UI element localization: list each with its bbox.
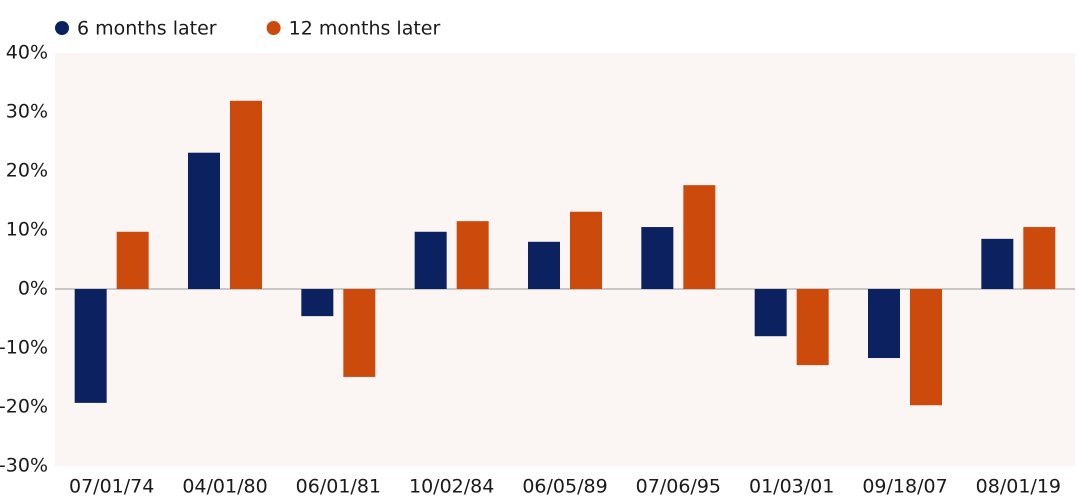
legend-swatch [55,21,69,35]
x-tick-label: 10/02/84 [409,476,494,498]
y-tick-label: 10% [6,219,48,241]
bar [910,289,942,406]
plot-area [55,53,1075,466]
bar [456,221,489,289]
y-tick-label: -20% [0,396,48,418]
bar [641,227,674,289]
bar [1023,227,1056,289]
bar [683,185,716,289]
legend-label: 12 months later [289,18,441,40]
x-tick-label: 04/01/80 [182,476,267,498]
x-tick-label: 07/01/74 [69,476,154,498]
bar [188,152,220,289]
y-tick-label: 40% [6,42,48,64]
x-tick-label: 06/01/81 [296,476,381,498]
y-tick-label: 0% [18,278,48,300]
legend-swatch [266,21,281,35]
bar [116,231,149,289]
bar [528,241,560,289]
y-tick-label: -10% [0,337,48,359]
y-tick-label: -30% [0,455,48,477]
bar [796,289,829,366]
x-tick-label: 09/18/07 [862,476,947,498]
bar [754,289,787,337]
y-tick-label: 30% [6,101,48,123]
bar [230,100,262,289]
bar [343,289,376,377]
bar [570,211,602,289]
x-tick-label: 08/01/19 [976,476,1061,498]
bar [74,289,107,403]
bar [301,289,334,317]
bar [414,231,447,289]
legend-label: 6 months later [77,18,217,40]
x-tick-label: 06/05/89 [522,476,607,498]
y-tick-label: 20% [6,160,48,182]
bar [868,289,900,359]
bar [981,238,1014,289]
x-tick-label: 07/06/95 [636,476,721,498]
x-tick-label: 01/03/01 [749,476,834,498]
